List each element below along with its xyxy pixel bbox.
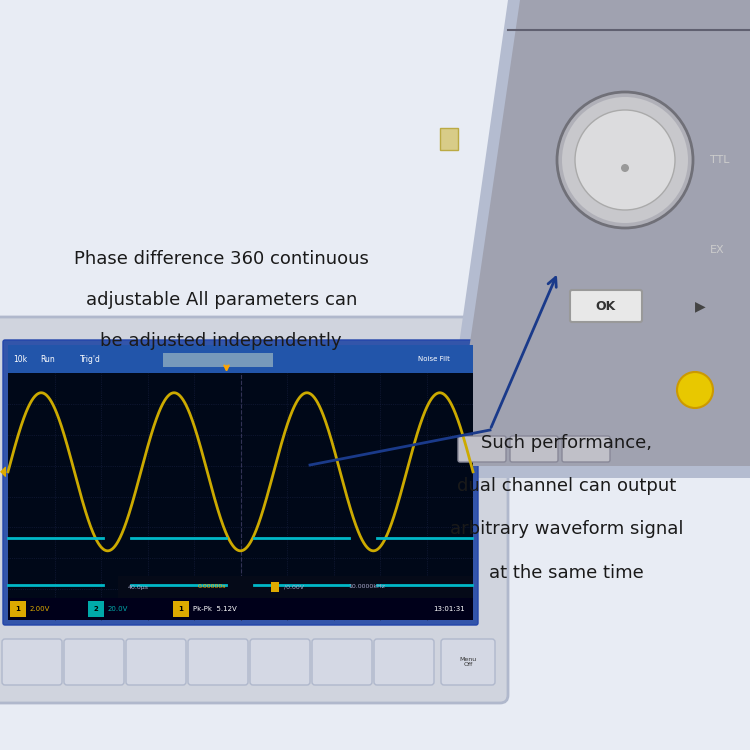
Text: 1: 1 <box>273 584 277 590</box>
Text: Noise Filt: Noise Filt <box>418 356 450 362</box>
Bar <box>173 601 189 617</box>
FancyBboxPatch shape <box>126 639 186 685</box>
Text: Trig'd: Trig'd <box>80 355 100 364</box>
Text: 2: 2 <box>94 606 98 612</box>
Circle shape <box>562 97 688 223</box>
FancyArrow shape <box>0 466 6 477</box>
Text: 1: 1 <box>16 606 20 612</box>
FancyBboxPatch shape <box>250 639 310 685</box>
Circle shape <box>621 164 629 172</box>
Text: adjustable All parameters can: adjustable All parameters can <box>86 291 357 309</box>
Text: Pk-Pk  5.12V: Pk-Pk 5.12V <box>193 606 237 612</box>
Text: 13:01:31: 13:01:31 <box>433 606 465 612</box>
FancyBboxPatch shape <box>458 436 506 462</box>
FancyBboxPatch shape <box>0 317 508 703</box>
Bar <box>88 601 104 617</box>
Text: 40.0μs: 40.0μs <box>128 584 149 590</box>
Bar <box>118 576 473 598</box>
Text: Run: Run <box>40 355 55 364</box>
FancyBboxPatch shape <box>3 340 478 625</box>
Bar <box>8 598 473 620</box>
Bar <box>8 345 473 620</box>
Polygon shape <box>440 0 750 478</box>
Bar <box>163 353 273 367</box>
Polygon shape <box>452 0 750 466</box>
Text: 0.00000s: 0.00000s <box>198 584 226 590</box>
Text: 1: 1 <box>178 606 184 612</box>
Circle shape <box>557 92 693 228</box>
FancyBboxPatch shape <box>312 639 372 685</box>
FancyBboxPatch shape <box>188 639 248 685</box>
Text: TTL: TTL <box>710 155 730 165</box>
Text: at the same time: at the same time <box>489 564 644 582</box>
FancyBboxPatch shape <box>2 639 62 685</box>
Text: 10k: 10k <box>13 355 27 364</box>
FancyBboxPatch shape <box>374 639 434 685</box>
Text: OK: OK <box>596 299 616 313</box>
Circle shape <box>575 110 675 210</box>
FancyBboxPatch shape <box>64 639 124 685</box>
FancyBboxPatch shape <box>510 436 558 462</box>
Text: 10.0000kHz: 10.0000kHz <box>348 584 385 590</box>
Text: ▶: ▶ <box>694 299 705 313</box>
Text: Phase difference 360 continuous: Phase difference 360 continuous <box>74 250 369 268</box>
Text: /0.00V: /0.00V <box>284 584 304 590</box>
Text: arbitrary waveform signal: arbitrary waveform signal <box>449 520 683 538</box>
Bar <box>10 601 26 617</box>
Bar <box>8 345 473 373</box>
FancyBboxPatch shape <box>441 639 495 685</box>
Circle shape <box>677 372 713 408</box>
Text: Such performance,: Such performance, <box>481 433 652 451</box>
Text: Menu
Off: Menu Off <box>459 656 477 668</box>
Bar <box>440 128 458 150</box>
Text: 2.00V: 2.00V <box>30 606 50 612</box>
Text: EX: EX <box>710 245 724 255</box>
FancyBboxPatch shape <box>562 436 610 462</box>
Text: be adjusted independently: be adjusted independently <box>100 332 342 350</box>
Text: 20.0V: 20.0V <box>108 606 128 612</box>
FancyBboxPatch shape <box>570 290 642 322</box>
Text: dual channel can output: dual channel can output <box>457 477 676 495</box>
